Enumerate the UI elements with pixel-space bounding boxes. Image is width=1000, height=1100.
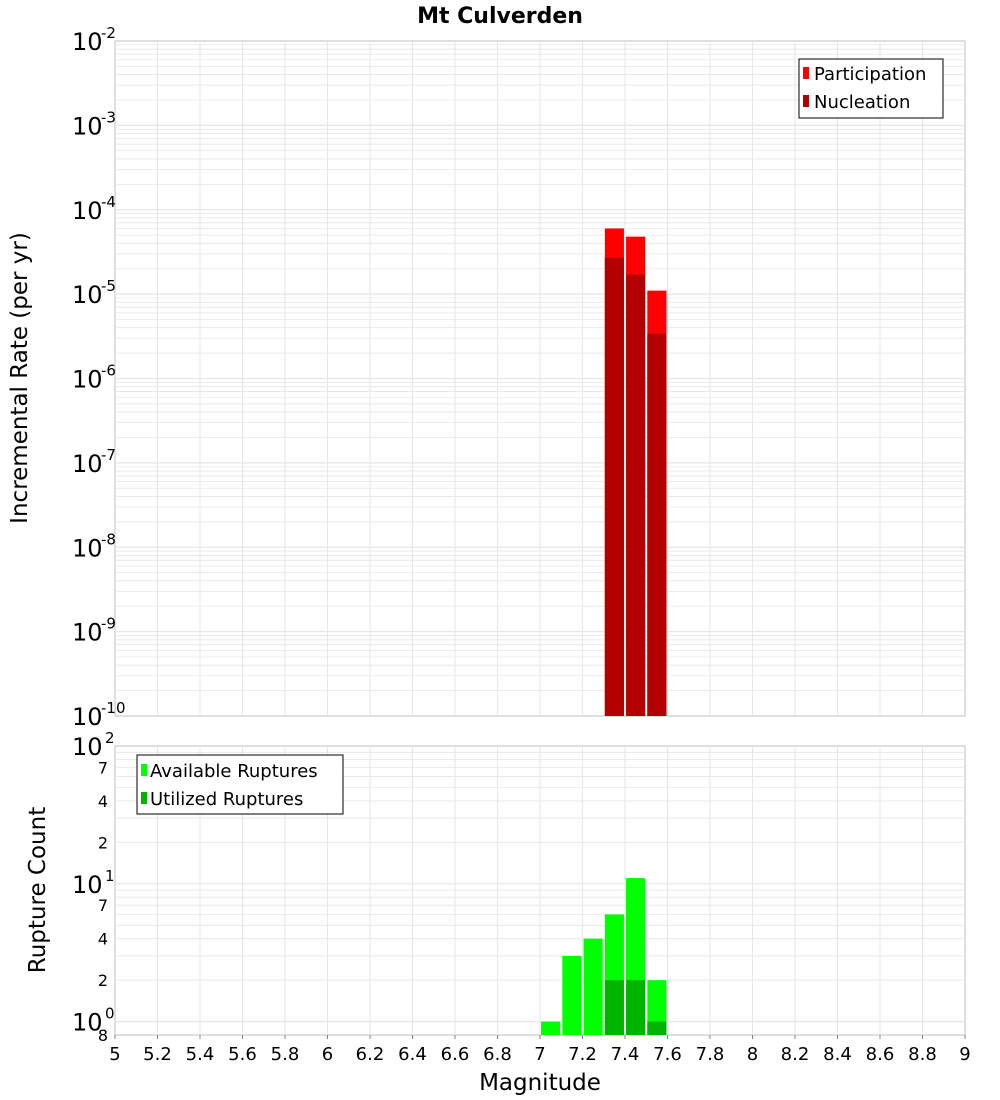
magnitude-tick-label: 6.6 bbox=[441, 1044, 470, 1065]
magnitude-tick-label: 5.2 bbox=[143, 1044, 172, 1065]
magnitude-tick-label: 5.4 bbox=[186, 1044, 215, 1065]
magnitude-tick-label: 5.6 bbox=[228, 1044, 257, 1065]
rate-y-tick-base: 10 bbox=[72, 281, 103, 309]
utilized-legend-label: Utilized Ruptures bbox=[150, 789, 303, 810]
available-ruptures-bar bbox=[583, 938, 603, 1035]
magnitude-tick-label: 7 bbox=[534, 1044, 545, 1065]
rate-y-tick-base: 10 bbox=[72, 450, 103, 478]
magnitude-tick-label: 9 bbox=[959, 1044, 970, 1065]
count-y-tick-base: 10 bbox=[72, 871, 103, 899]
magnitude-tick-label: 8.6 bbox=[866, 1044, 895, 1065]
magnitude-tick-label: 7.4 bbox=[611, 1044, 640, 1065]
magnitude-tick-label: 7.6 bbox=[653, 1044, 682, 1065]
rate-y-tick-base: 10 bbox=[72, 112, 103, 140]
rate-y-tick-exponent: -9 bbox=[101, 615, 116, 633]
count-legend-box bbox=[136, 754, 344, 815]
rate-y-tick-base: 10 bbox=[72, 366, 103, 394]
utilized-legend-swatch bbox=[141, 792, 147, 804]
rate-y-tick-base: 10 bbox=[72, 703, 103, 731]
nucleation-bar bbox=[626, 274, 646, 716]
nucleation-legend-swatch bbox=[803, 95, 809, 107]
rate-y-tick-exponent: -7 bbox=[101, 446, 116, 464]
utilized-ruptures-bar bbox=[647, 1021, 667, 1035]
count-y-tick-exponent: 2 bbox=[105, 729, 115, 747]
available-legend-swatch bbox=[141, 764, 147, 776]
nucleation-bar bbox=[604, 257, 624, 716]
rate-y-tick-exponent: -6 bbox=[101, 362, 116, 380]
count-y-minor-tick: 2 bbox=[98, 833, 108, 852]
magnitude-tick-label: 6.2 bbox=[356, 1044, 385, 1065]
count-y-tick-base: 10 bbox=[72, 1009, 103, 1037]
magnitude-tick-label: 8.8 bbox=[908, 1044, 937, 1065]
count-y-minor-tick: 4 bbox=[98, 792, 108, 811]
count-y-minor-tick: 8 bbox=[98, 1026, 108, 1045]
magnitude-tick-label: 8 bbox=[747, 1044, 758, 1065]
available-ruptures-bar bbox=[647, 980, 667, 1035]
nucleation-bar bbox=[647, 333, 667, 716]
participation-legend-label: Participation bbox=[814, 64, 926, 85]
count-y-minor-tick: 7 bbox=[98, 758, 108, 777]
rate-y-tick-exponent: -3 bbox=[101, 108, 116, 126]
magnitude-x-ticks: 5 5.2 5.4 5.6 5.8 6 6.2 6.4 6.6 6.8 7 7.2 7.4 7.6 7.8 8… bbox=[109, 1035, 971, 1065]
count-y-tick-exponent: 0 bbox=[105, 1005, 115, 1023]
magnitude-tick-label: 7.8 bbox=[696, 1044, 725, 1065]
count-y-minor-tick: 2 bbox=[98, 971, 108, 990]
magnitude-tick-label: 6 bbox=[322, 1044, 333, 1065]
rate-y-tick-exponent: -4 bbox=[101, 193, 116, 211]
rate-legend: Participation Nucleation bbox=[798, 58, 944, 119]
available-legend-label: Available Ruptures bbox=[150, 761, 318, 782]
magnitude-tick-label: 7.2 bbox=[568, 1044, 597, 1065]
participation-legend-swatch bbox=[803, 67, 809, 79]
rate-legend-box bbox=[798, 58, 944, 119]
magnitude-x-axis-label: Magnitude bbox=[479, 1070, 601, 1096]
chart-title: Mt Culverden bbox=[417, 4, 583, 29]
rate-y-axis-label: Incremental Rate (per yr) bbox=[7, 232, 33, 524]
rate-y-tick-exponent: -8 bbox=[101, 530, 116, 548]
magnitude-tick-label: 8.2 bbox=[781, 1044, 810, 1065]
magnitude-tick-label: 5.8 bbox=[271, 1044, 300, 1065]
rate-y-tick-base: 10 bbox=[72, 534, 103, 562]
count-y-minor-tick: 7 bbox=[98, 896, 108, 915]
rate-y-tick-base: 10 bbox=[72, 197, 103, 225]
count-y-tick-exponent: 1 bbox=[105, 867, 115, 885]
magnitude-tick-label: 6.4 bbox=[398, 1044, 427, 1065]
rate-y-tick-base: 10 bbox=[72, 619, 103, 647]
utilized-ruptures-bar bbox=[626, 980, 646, 1035]
rate-y-tick-exponent: -2 bbox=[101, 24, 116, 42]
rate-y-tick-base: 10 bbox=[72, 28, 103, 56]
magnitude-tick-label: 5 bbox=[109, 1044, 120, 1065]
rate-gridlines bbox=[115, 41, 965, 716]
count-y-minor-tick: 4 bbox=[98, 930, 108, 949]
rate-bars bbox=[604, 228, 667, 716]
count-y-axis-label: Rupture Count bbox=[25, 807, 51, 973]
magnitude-tick-label: 6.8 bbox=[483, 1044, 512, 1065]
rate-y-tick-exponent: -10 bbox=[101, 699, 126, 717]
count-legend: Available Ruptures Utilized Ruptures bbox=[136, 754, 344, 815]
count-bars bbox=[541, 878, 667, 1035]
magnitude-tick-label: 8.4 bbox=[823, 1044, 852, 1065]
rate-y-tick-exponent: -5 bbox=[101, 277, 116, 295]
available-ruptures-bar bbox=[562, 955, 582, 1035]
count-y-tick-base: 10 bbox=[72, 733, 103, 761]
nucleation-legend-label: Nucleation bbox=[814, 92, 910, 113]
available-ruptures-bar bbox=[541, 1021, 561, 1035]
utilized-ruptures-bar bbox=[604, 980, 624, 1035]
